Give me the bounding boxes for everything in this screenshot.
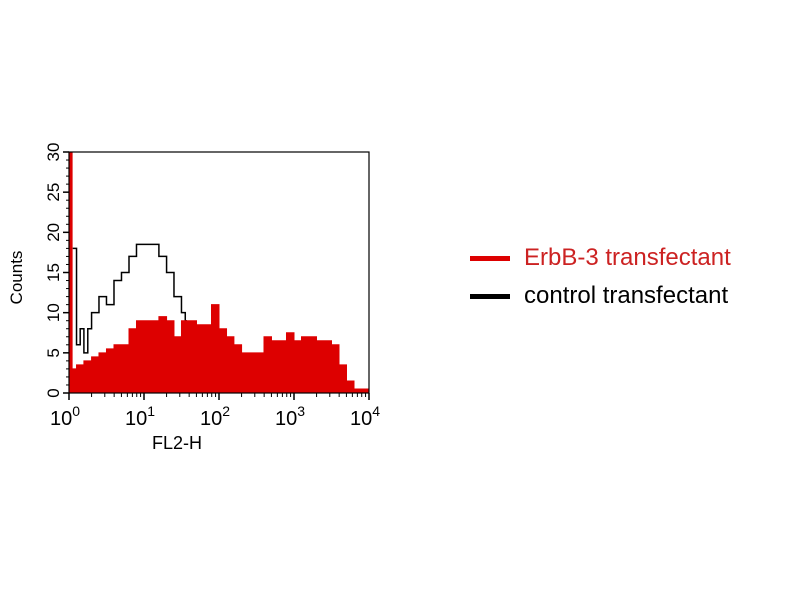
y-axis-label: Counts	[7, 251, 26, 305]
legend-swatch-red	[470, 255, 510, 261]
y-tick-label: 0	[44, 388, 63, 397]
y-tick-label: 20	[44, 223, 63, 242]
series-control-line	[72, 243, 187, 354]
x-tick-label: 100	[50, 403, 80, 430]
y-tick-label: 5	[44, 348, 63, 357]
x-tick-label: 102	[200, 403, 230, 430]
y-tick-label: 25	[44, 183, 63, 202]
x-axis-label: FL2-H	[152, 433, 202, 453]
series-erbb3-area	[68, 151, 370, 394]
y-tick-label: 15	[44, 263, 63, 282]
x-tick-label: 104	[350, 403, 380, 430]
y-tick-label: 30	[44, 143, 63, 162]
y-tick-label: 10	[44, 303, 63, 322]
legend-label: ErbB-3 transfectant	[524, 244, 731, 271]
legend-item-control: control transfectant	[470, 282, 728, 310]
x-tick-label: 101	[125, 403, 155, 430]
legend-item-erbb3: ErbB-3 transfectant	[470, 244, 731, 272]
x-tick-label: 103	[275, 403, 305, 430]
legend-swatch-black	[470, 293, 510, 299]
legend-label: control transfectant	[524, 282, 729, 309]
